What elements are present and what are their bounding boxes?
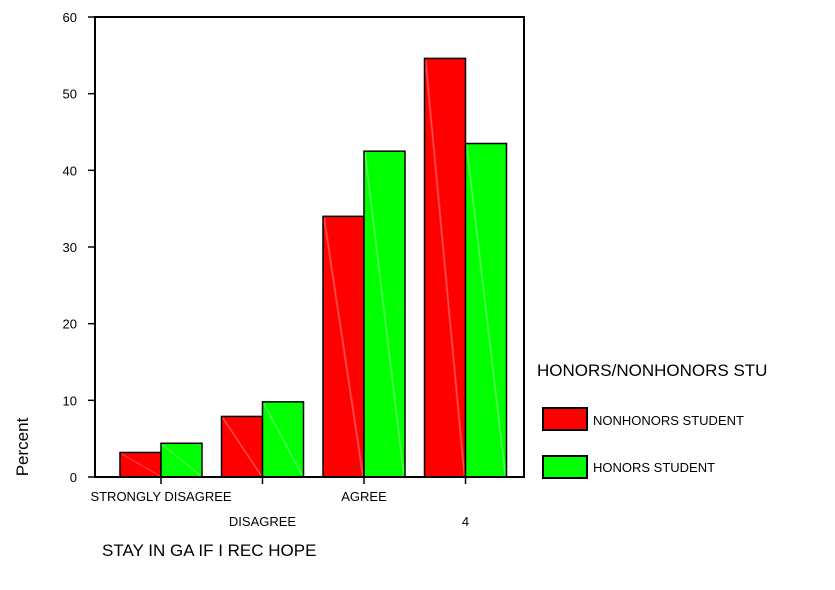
bar-shine: [324, 217, 363, 477]
y-axis-label: Percent: [13, 417, 32, 476]
legend-label-honors: HONORS STUDENT: [593, 460, 715, 475]
x-axis-label: STAY IN GA IF I REC HOPE: [102, 541, 316, 560]
bar-shine: [162, 444, 201, 476]
bar-shine: [222, 417, 262, 476]
x-tick-label: STRONGLY DISAGREE: [90, 489, 231, 504]
bars: [119, 57, 508, 478]
x-tick-label: 4: [462, 514, 469, 529]
legend-title: HONORS/NONHONORS STU: [537, 361, 767, 380]
y-tick-label: 10: [63, 393, 77, 408]
legend-swatch-honors: [542, 455, 588, 479]
y-tick-label: 60: [63, 10, 77, 25]
bar-shine: [121, 453, 160, 476]
legend-label-nonhonors: NONHONORS STUDENT: [593, 413, 744, 428]
y-tick-label: 30: [63, 240, 77, 255]
legend: HONORS/NONHONORS STU NONHONORS STUDENT H…: [537, 361, 767, 479]
y-tick-label: 40: [63, 163, 77, 178]
y-tick-label: 50: [63, 87, 77, 102]
y-tick-label: 20: [63, 317, 77, 332]
bar-shine: [425, 59, 465, 477]
bar-shine: [365, 152, 404, 476]
y-tick-label: 0: [70, 470, 77, 485]
x-axis-ticks: STRONGLY DISAGREE DISAGREE AGREE 4: [90, 477, 469, 529]
bar-shine: [466, 144, 506, 476]
plot-frame: [94, 16, 525, 478]
x-tick-label: DISAGREE: [229, 514, 297, 529]
x-tick-label: AGREE: [341, 489, 387, 504]
bar-shine: [263, 402, 303, 476]
legend-swatch-nonhonors: [542, 407, 588, 431]
y-axis-ticks: 0 10 20 30 40 50 60: [63, 10, 95, 485]
